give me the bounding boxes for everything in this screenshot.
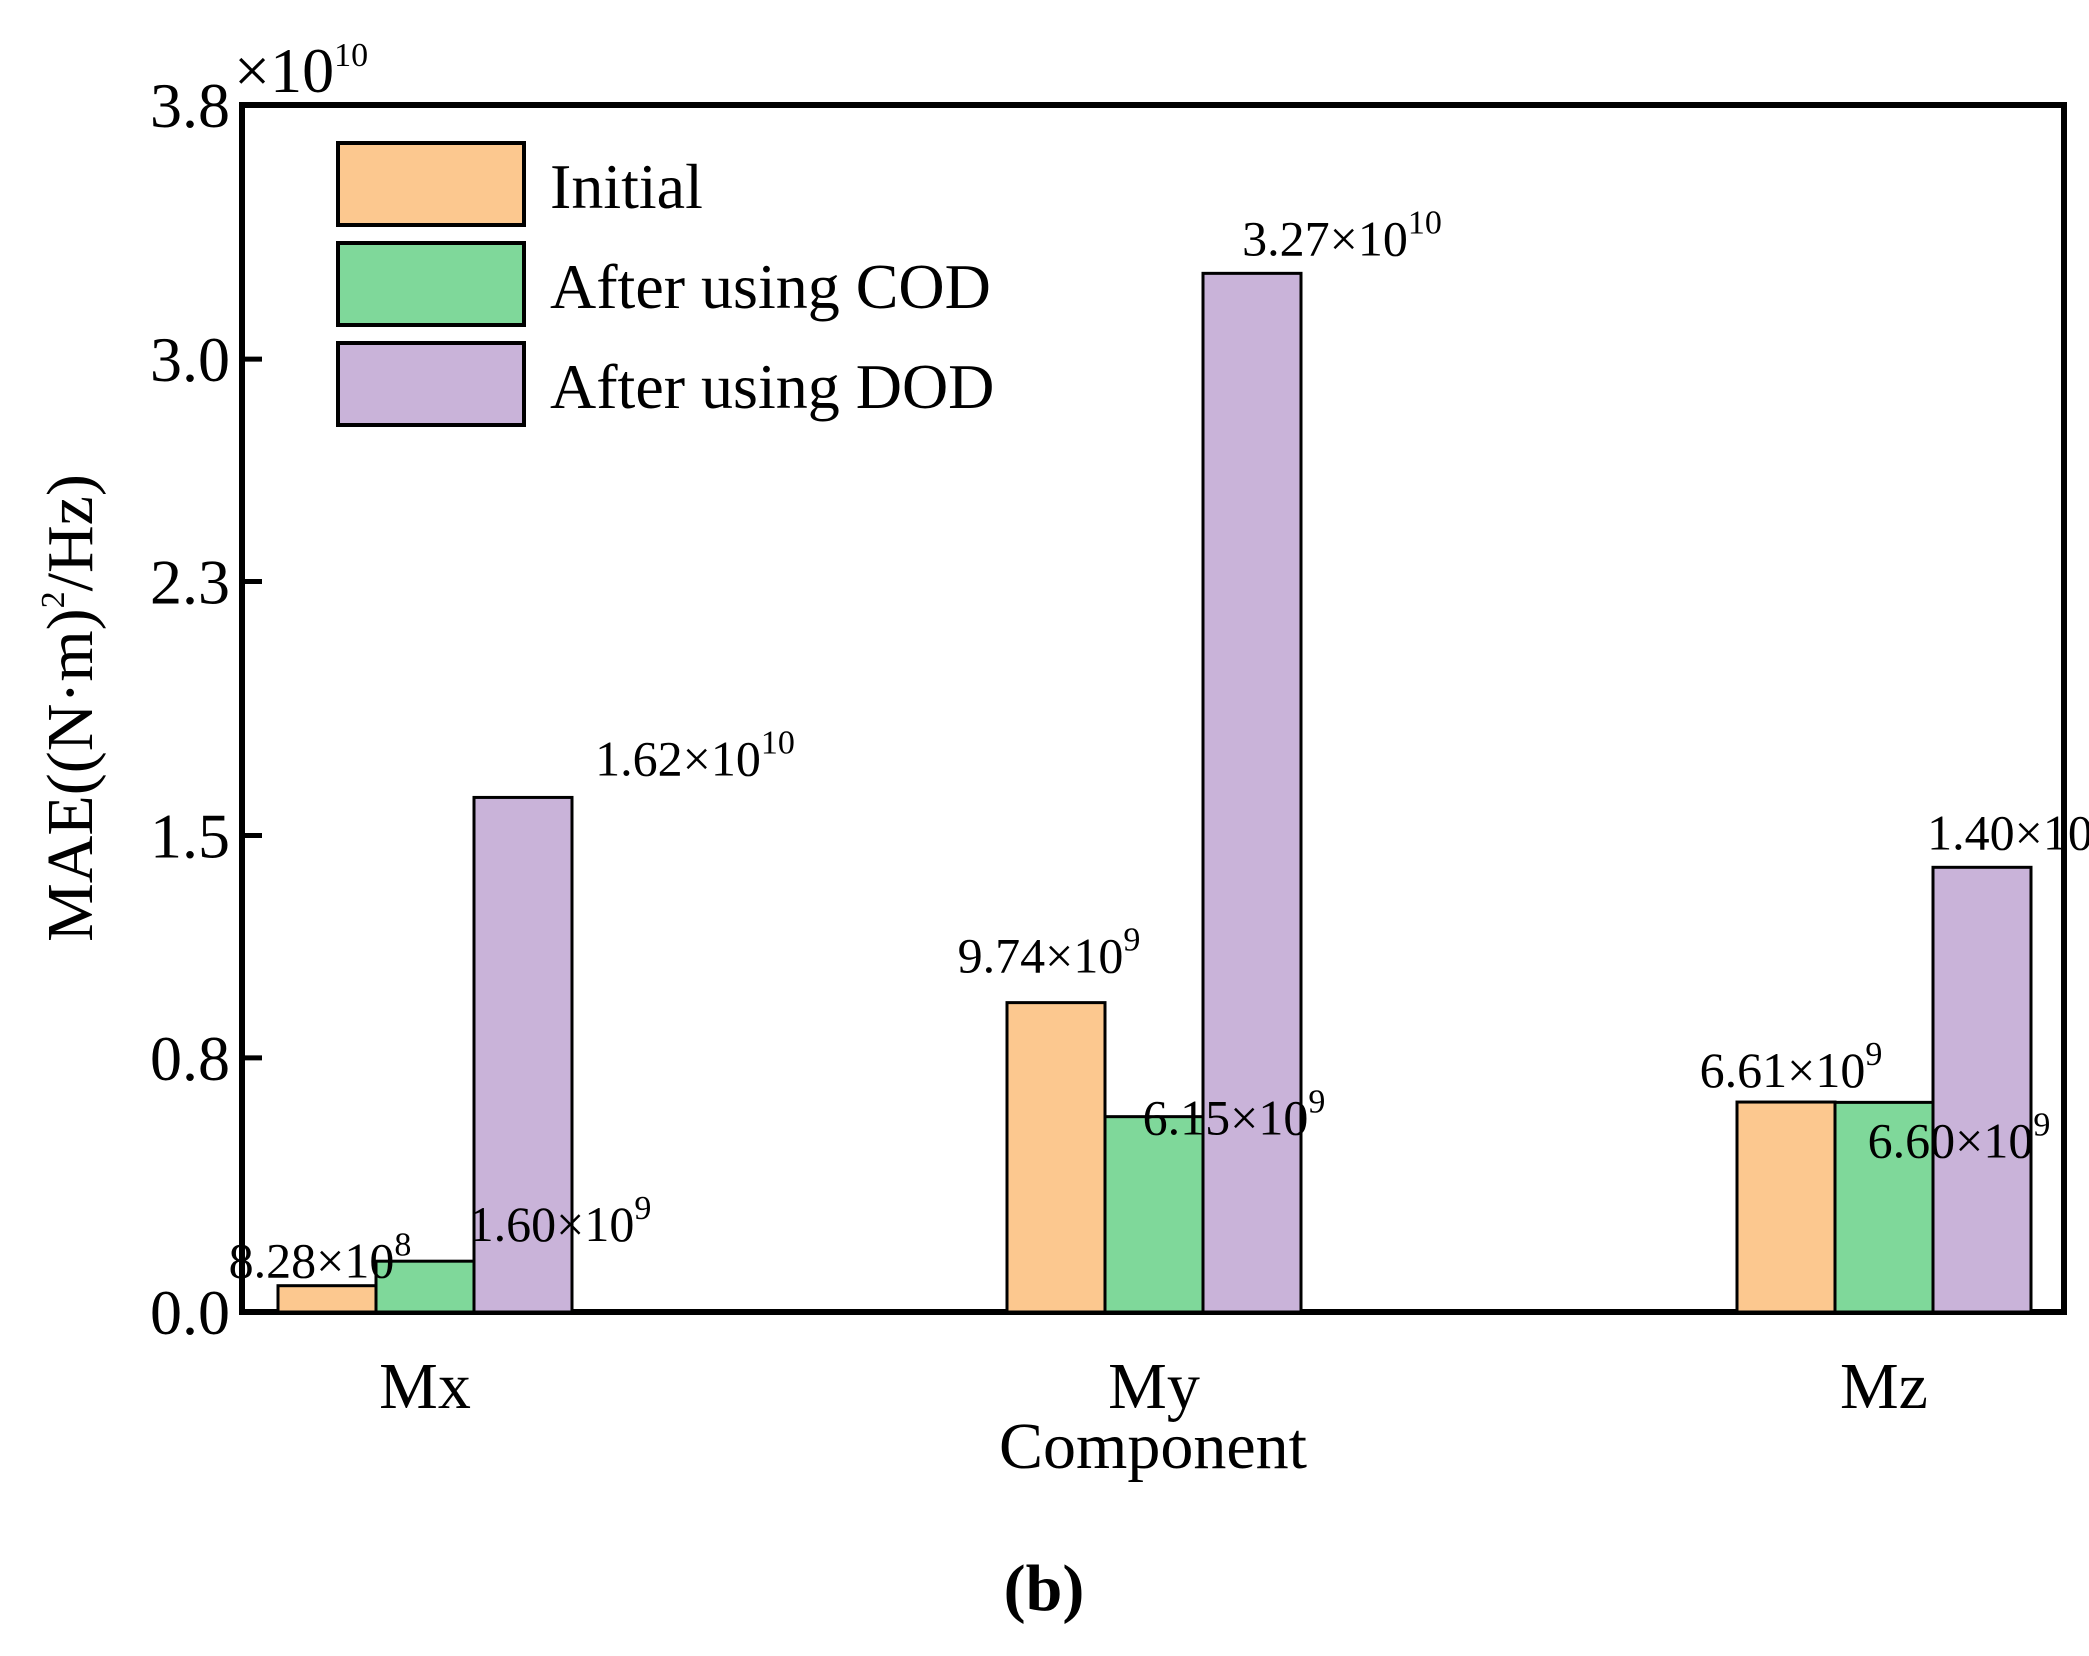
- data-label: 8.28×108: [229, 1227, 412, 1289]
- bar-mz-series-2: [1833, 1100, 1935, 1314]
- legend-swatch-dod: [336, 341, 526, 427]
- data-label: 1.62×1010: [595, 724, 795, 786]
- data-label: 3.27×1010: [1242, 204, 1442, 266]
- data-label: 1.40×1010: [1927, 798, 2089, 860]
- x-tick-label: Mz: [1840, 1350, 1928, 1423]
- legend-swatch-initial: [336, 141, 526, 227]
- y-tick-label: 1.5: [150, 801, 230, 872]
- bar-my-series-2: [1103, 1115, 1205, 1314]
- data-label: 1.60×109: [469, 1190, 652, 1252]
- bar-my-series-3: [1201, 271, 1303, 1314]
- bar-my-series-1: [1005, 1001, 1107, 1314]
- y-tick-label: 0.8: [150, 1023, 230, 1094]
- y-tick-label: 2.3: [150, 546, 230, 617]
- bar-mz-series-1: [1735, 1100, 1837, 1314]
- x-axis-title: Component: [999, 1410, 1307, 1483]
- data-label: 6.15×109: [1143, 1084, 1326, 1146]
- legend-label-initial: Initial: [550, 151, 703, 222]
- x-tick-label: My: [1108, 1350, 1200, 1423]
- figure-caption: (b): [1004, 1552, 1085, 1625]
- y-multiplier: ×1010: [234, 35, 368, 106]
- legend: Initial After using COD After using DOD: [336, 141, 994, 427]
- y-tick-label: 3.0: [150, 324, 230, 395]
- legend-label-cod: After using COD: [550, 251, 991, 322]
- legend-swatch-cod: [336, 241, 526, 327]
- y-tick-label: 3.8: [150, 70, 230, 141]
- y-axis-title: MAE((N·m)2/Hz): [34, 474, 107, 942]
- y-tick-label: 0.0: [150, 1277, 230, 1348]
- bar-mx-series-3: [472, 795, 574, 1314]
- data-label: 6.61×109: [1700, 1036, 1883, 1098]
- legend-label-dod: After using DOD: [550, 351, 994, 422]
- bar-mx-series-1: [276, 1284, 378, 1314]
- x-tick-label: Mx: [379, 1350, 471, 1423]
- data-label: 6.60×109: [1868, 1106, 2051, 1168]
- data-label: 9.74×109: [958, 922, 1141, 984]
- bar-mz-series-3: [1931, 865, 2033, 1314]
